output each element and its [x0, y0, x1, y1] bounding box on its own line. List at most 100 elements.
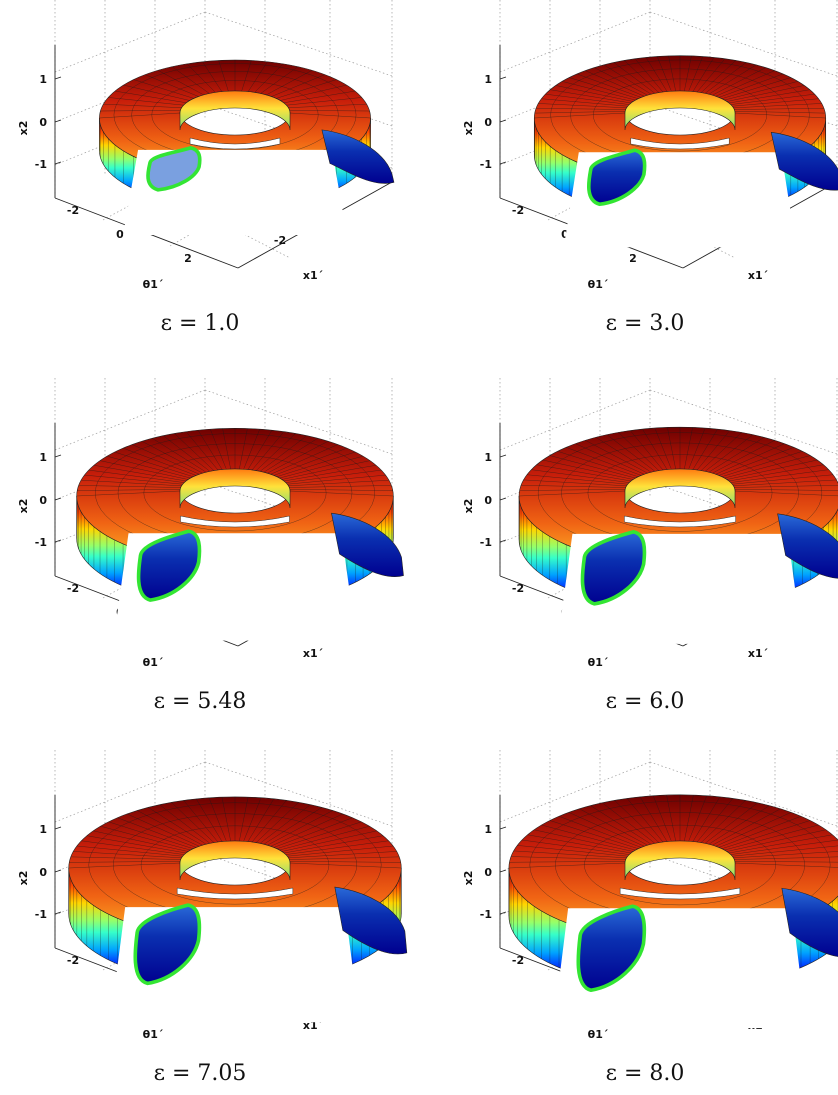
torus-inner-wall	[179, 468, 291, 509]
mesh-line	[280, 84, 347, 101]
mesh-line	[606, 434, 656, 472]
mesh-line	[734, 111, 826, 114]
x1-axis-label: x1´	[303, 647, 323, 660]
mesh-line	[700, 800, 746, 843]
mesh-line	[289, 861, 401, 863]
theta-tick-label: 2	[184, 252, 192, 265]
right-cut-face	[770, 131, 838, 191]
mesh-line	[534, 829, 634, 852]
mesh-line	[576, 73, 642, 98]
z-tick	[499, 539, 507, 543]
mesh-line	[654, 427, 672, 470]
inner-ring-edge	[180, 515, 290, 528]
mesh-line	[276, 821, 362, 849]
mesh-line	[99, 112, 181, 119]
mesh-line	[541, 824, 636, 851]
z-tick	[499, 119, 507, 123]
mesh-line	[708, 64, 757, 95]
mesh-line	[186, 63, 216, 93]
mesh-line	[545, 93, 630, 105]
panel-caption: ε = 5.48	[154, 689, 247, 714]
mesh-line	[557, 451, 639, 477]
theta-axis-label: θ1´	[143, 278, 164, 291]
mesh-line	[279, 825, 370, 851]
theta-tick-label: -2	[512, 582, 524, 595]
mesh-ring	[151, 80, 319, 150]
z-tick	[54, 911, 62, 915]
z-tick-label: 0	[39, 494, 47, 507]
mesh-line	[724, 81, 798, 101]
mesh-line	[634, 58, 664, 93]
mesh-line	[642, 428, 668, 470]
mesh-line	[549, 455, 636, 479]
z-tick-label: 1	[39, 451, 47, 464]
mesh-line	[733, 479, 837, 487]
z-axis-label: x2	[17, 871, 30, 886]
mesh-line	[122, 447, 197, 476]
mesh-line	[239, 797, 249, 842]
mesh-line	[114, 451, 194, 477]
z-tick-label: -1	[35, 908, 47, 921]
mesh-line	[666, 795, 676, 842]
panel-caption: ε = 7.05	[154, 1061, 247, 1086]
mesh-line	[273, 817, 353, 848]
theta-axis-label: θ1´	[588, 278, 609, 291]
mesh-line	[141, 441, 203, 474]
z-tick-label: 0	[39, 116, 47, 129]
grid-line	[499, 389, 651, 451]
mesh-line	[613, 62, 656, 94]
mesh-line	[562, 81, 636, 101]
mesh-line	[558, 816, 642, 848]
mesh-line	[618, 432, 660, 471]
z-tick-label: 1	[39, 823, 47, 836]
mesh-line	[700, 60, 736, 93]
mesh-line	[715, 70, 775, 97]
z-tick	[499, 161, 507, 165]
right-cut-face	[334, 886, 408, 955]
z-axis-label: x2	[17, 121, 30, 136]
mesh-line	[595, 437, 652, 473]
mesh-line	[692, 428, 718, 470]
mesh-line	[263, 807, 323, 845]
grid-line	[499, 761, 651, 823]
mesh-line	[555, 85, 634, 102]
mesh-line	[718, 816, 802, 848]
theta-axis-label: θ1´	[588, 1028, 609, 1041]
mesh-line	[145, 74, 199, 97]
mesh-line	[276, 79, 337, 99]
mesh-line	[630, 430, 664, 471]
mesh-line	[100, 110, 181, 112]
mesh-line	[684, 795, 694, 842]
mesh-line	[712, 67, 766, 96]
mesh-line	[585, 70, 645, 97]
z-tick	[54, 826, 62, 830]
mesh-line	[241, 60, 252, 92]
section-curve	[146, 146, 202, 192]
mesh-line	[239, 428, 248, 470]
mesh-line	[285, 469, 382, 483]
mesh-line	[266, 70, 313, 96]
grid-line	[54, 761, 206, 823]
z-tick-label: 0	[484, 494, 492, 507]
mesh-line	[734, 112, 826, 119]
mesh-line	[700, 432, 742, 471]
mesh-line	[728, 464, 824, 482]
mesh-line	[117, 817, 197, 848]
torus-surface	[76, 428, 404, 641]
mesh-line	[202, 61, 223, 92]
mesh-line	[289, 485, 392, 488]
z-axis-label: x2	[462, 121, 475, 136]
mesh-line	[288, 851, 397, 859]
mesh-line	[624, 60, 660, 93]
mesh-line	[81, 840, 185, 855]
z-tick-label: 0	[484, 116, 492, 129]
theta-axis-label: θ1´	[588, 656, 609, 669]
mesh-line	[159, 804, 211, 844]
mesh-line	[519, 489, 626, 491]
mesh-line	[68, 862, 181, 869]
mesh-line	[251, 800, 287, 843]
torus-surface	[508, 794, 838, 1029]
mesh-line	[721, 451, 803, 477]
z-tick	[499, 497, 507, 501]
